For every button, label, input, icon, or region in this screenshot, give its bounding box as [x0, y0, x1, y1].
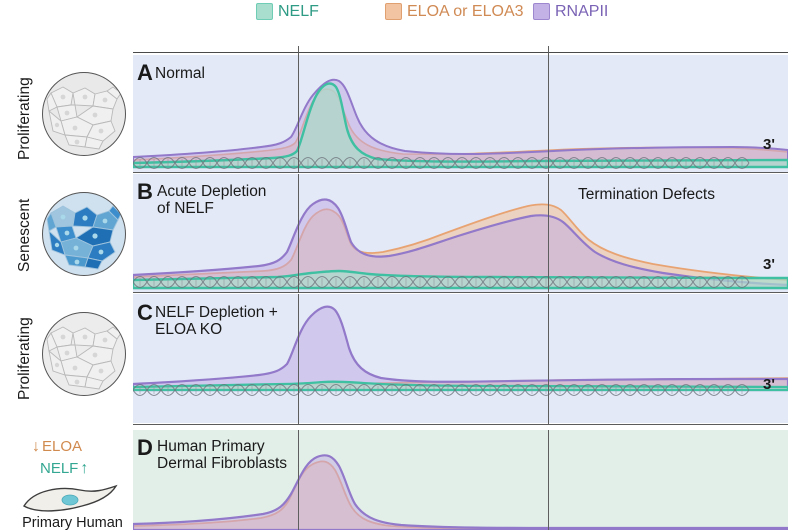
panel-a-profile-chart	[133, 78, 788, 170]
tes-guide-line-c	[548, 294, 549, 424]
dna-helix-c	[133, 383, 750, 397]
axis-baseline	[133, 52, 788, 53]
down-arrow-icon: ↓	[32, 438, 40, 455]
rnapii-area-a	[133, 78, 788, 168]
cell-dish-proliferating-2-icon	[42, 312, 126, 396]
panel-title-c-line1: NELF Depletion +	[155, 304, 278, 321]
panel-letter-d: D	[137, 435, 153, 460]
panel-a-normal	[133, 55, 788, 172]
legend-label-nelf: NELF	[278, 2, 319, 20]
eloa-signature-label: ELOA	[42, 438, 83, 455]
nelf-up-signature: NELF ↑	[40, 460, 88, 477]
panel-title-d: Human Primary Dermal Fibroblasts	[157, 438, 287, 472]
annotation-termination-defects: Termination Defects	[578, 186, 715, 203]
tss-guide-line-c	[298, 294, 299, 424]
rnapii-area-d	[133, 454, 788, 530]
eloa-color-swatch-icon	[385, 3, 402, 20]
panel-letter-b: B	[137, 179, 153, 204]
panel-b-acute-depletion-nelf	[133, 174, 788, 292]
rnapii-area-b	[133, 198, 788, 290]
cell-dish-senescent-icon	[42, 192, 126, 276]
dna-helix-b	[133, 275, 750, 289]
eloa-down-signature: ↓ ELOA	[32, 438, 82, 455]
panel-letter-c: C	[137, 300, 153, 325]
tss-guide-line-b	[298, 174, 299, 292]
side-label-proliferating-2: Proliferating	[16, 317, 33, 400]
tss-guide-line-d	[298, 430, 299, 530]
panel-c-nelf-depletion-eloa-ko	[133, 294, 788, 423]
three-prime-label-a: 3'	[763, 136, 775, 153]
three-prime-label-c: 3'	[763, 376, 775, 393]
legend-label-eloa: ELOA or ELOA3	[407, 2, 524, 20]
fibroblast-caption: Primary Human	[22, 515, 123, 531]
up-arrow-icon: ↑	[80, 460, 89, 477]
tes-guide-line-b	[548, 174, 549, 292]
legend-label-rnapii: RNAPII	[555, 2, 609, 20]
panel-divider-ab	[133, 172, 788, 173]
cell-dish-proliferating-1-icon	[42, 72, 126, 156]
fibroblast-cell-icon	[20, 484, 124, 514]
tes-guide-line-d	[548, 430, 549, 530]
legend-item-rnapii: RNAPII	[533, 3, 608, 20]
panel-title-c: NELF Depletion + ELOA KO	[155, 304, 278, 338]
panel-c-profile-chart	[133, 305, 788, 397]
panel-title-b-line2: of NELF	[157, 200, 214, 217]
panel-b-profile-chart	[133, 198, 788, 290]
tes-guide-line-a	[548, 46, 549, 172]
legend: NELF ELOA or ELOA3 RNAPII	[0, 0, 800, 26]
panel-title-b-line1: Acute Depletion	[157, 183, 267, 200]
rnapii-color-swatch-icon	[533, 3, 550, 20]
panel-title-c-line2: ELOA KO	[155, 321, 223, 338]
rnapii-area-c	[133, 305, 788, 392]
three-prime-label-b: 3'	[763, 256, 775, 273]
panel-d-profile-chart	[133, 454, 788, 530]
side-label-proliferating-1: Proliferating	[16, 77, 33, 160]
gene-axis-header: TSS Gene Body TES	[0, 26, 800, 71]
nelf-color-swatch-icon	[256, 3, 273, 20]
panel-title-d-line1: Human Primary	[157, 438, 265, 455]
panel-divider-bc	[133, 292, 788, 293]
panel-letter-a: A	[137, 60, 153, 85]
protein-level-signature: ↓ ELOA NELF ↑	[18, 438, 130, 484]
dna-helix-a	[133, 156, 750, 170]
nelf-signature-label: NELF	[40, 460, 79, 477]
legend-item-eloa: ELOA or ELOA3	[385, 3, 524, 20]
panel-title-a: Normal	[155, 65, 205, 82]
legend-item-nelf: NELF	[256, 3, 319, 20]
panel-divider-cd	[133, 424, 788, 425]
panel-title-b: Acute Depletion of NELF	[157, 183, 266, 217]
side-label-senescent: Senescent	[16, 198, 33, 272]
panel-d-human-primary-dermal-fibroblasts	[133, 430, 788, 530]
panel-title-d-line2: Dermal Fibroblasts	[157, 455, 288, 472]
nelf-area-a	[133, 82, 788, 169]
tss-guide-line-a	[298, 46, 299, 172]
